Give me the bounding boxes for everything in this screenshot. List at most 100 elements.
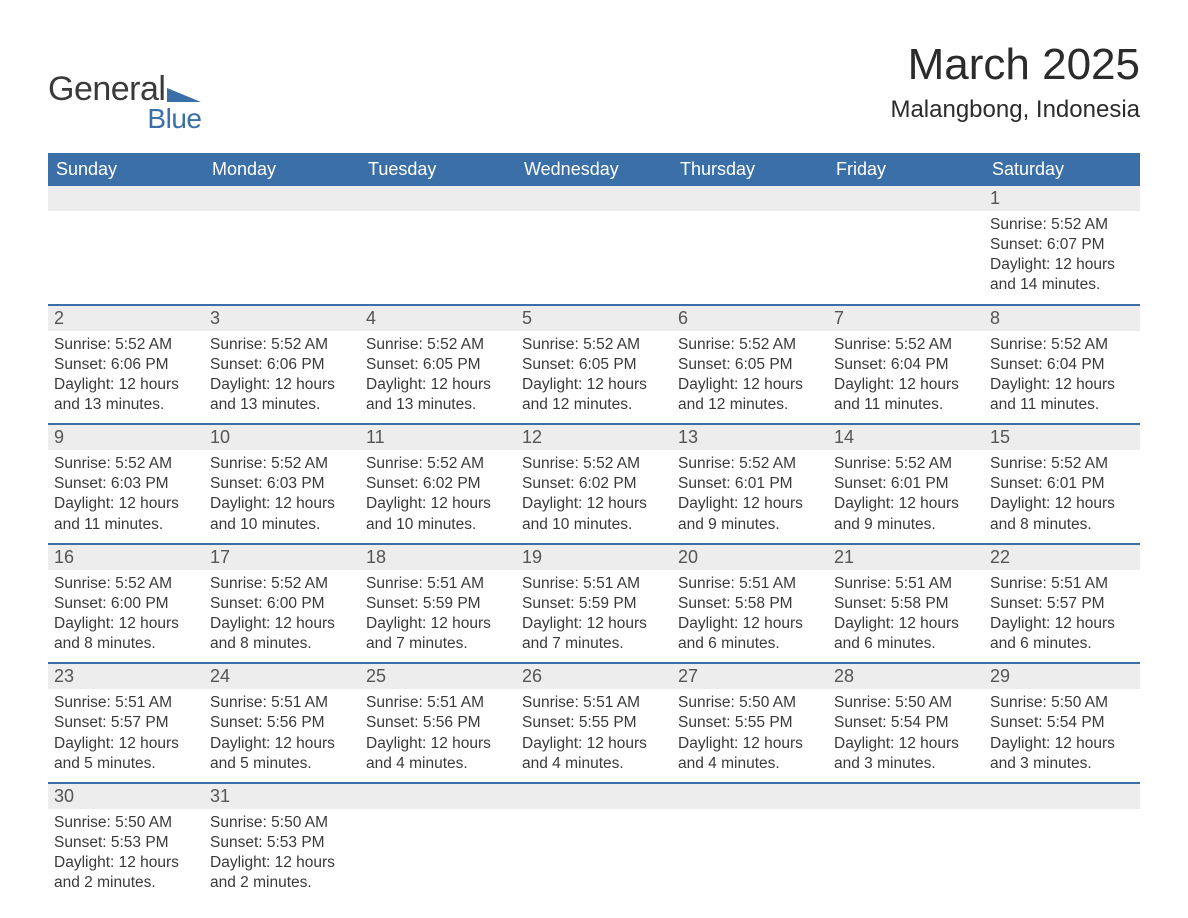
sunset-text: Sunset: 5:55 PM (522, 713, 666, 733)
day-number (516, 783, 672, 809)
sunset-text: Sunset: 6:03 PM (54, 474, 198, 494)
day-number: 16 (48, 544, 204, 570)
day-number (516, 186, 672, 211)
sunset-text: Sunset: 5:55 PM (678, 713, 822, 733)
day-number: 5 (516, 305, 672, 331)
sunset-text: Sunset: 5:53 PM (210, 833, 354, 853)
weekday-header: Monday (204, 153, 360, 186)
day-number: 12 (516, 424, 672, 450)
day-cell: Sunrise: 5:50 AMSunset: 5:53 PMDaylight:… (48, 809, 204, 902)
day-number: 27 (672, 663, 828, 689)
sunset-text: Sunset: 6:05 PM (522, 355, 666, 375)
sunset-text: Sunset: 6:01 PM (990, 474, 1134, 494)
day-cell: Sunrise: 5:51 AMSunset: 5:56 PMDaylight:… (204, 689, 360, 783)
sunset-text: Sunset: 5:57 PM (54, 713, 198, 733)
day-number-row: 3031 (48, 783, 1140, 809)
day-number: 6 (672, 305, 828, 331)
day-number: 11 (360, 424, 516, 450)
day-cell: Sunrise: 5:51 AMSunset: 5:57 PMDaylight:… (48, 689, 204, 783)
sunset-text: Sunset: 5:53 PM (54, 833, 198, 853)
day-number: 18 (360, 544, 516, 570)
day-number (672, 783, 828, 809)
sunset-text: Sunset: 6:02 PM (366, 474, 510, 494)
day-cell: Sunrise: 5:51 AMSunset: 5:57 PMDaylight:… (984, 570, 1140, 664)
daylight-text: Daylight: 12 hours and 4 minutes. (366, 734, 510, 774)
day-data-row: Sunrise: 5:52 AMSunset: 6:00 PM Daylight:… (48, 570, 1140, 664)
day-cell (672, 809, 828, 902)
sunrise-text: Sunrise: 5:51 AM (834, 574, 978, 594)
day-data-row: Sunrise: 5:52 AMSunset: 6:07 PMDaylight:… (48, 211, 1140, 305)
daylight-text: Daylight: 12 hours and 6 minutes. (990, 614, 1134, 654)
weekday-header: Wednesday (516, 153, 672, 186)
sunset-text: Sunset: 6:06 PM (210, 355, 354, 375)
sunrise-text: Sunrise: 5:50 AM (834, 693, 978, 713)
sunrise-text: Sunrise: 5:50 AM (210, 813, 354, 833)
sunrise-text: Sunrise: 5:52 AM (990, 215, 1134, 235)
sunrise-text: Sunrise: 5:52 AM (522, 454, 666, 474)
sunrise-text: Sunrise: 5:52 AM (834, 335, 978, 355)
sunrise-text: Sunrise: 5:52 AM (522, 335, 666, 355)
daylight-text: Daylight: 12 hours and 11 minutes. (54, 494, 198, 534)
sunset-text: Sunset: 5:58 PM (678, 594, 822, 614)
day-cell (672, 211, 828, 305)
sunset-text: Sunset: 6:07 PM (990, 235, 1134, 255)
daylight-text: Daylight: 12 hours and 3 minutes. (834, 734, 978, 774)
day-cell: Sunrise: 5:51 AMSunset: 5:56 PMDaylight:… (360, 689, 516, 783)
day-number: 9 (48, 424, 204, 450)
day-cell: Sunrise: 5:50 AMSunset: 5:54 PMDaylight:… (984, 689, 1140, 783)
sunset-text: Sunset: 5:59 PM (522, 594, 666, 614)
daylight-text: Daylight: 12 hours and 6 minutes. (678, 614, 822, 654)
sunset-text: Sunset: 6:04 PM (990, 355, 1134, 375)
day-number (360, 783, 516, 809)
day-cell: Sunrise: 5:52 AMSunset: 6:03 PMDaylight:… (48, 450, 204, 544)
day-cell (204, 211, 360, 305)
daylight-text: Daylight: 12 hours and 14 minutes. (990, 255, 1134, 295)
daylight-text: Daylight: 12 hours and 11 minutes. (990, 375, 1134, 415)
sunset-text: Sunset: 5:59 PM (366, 594, 510, 614)
sunset-text: Sunset: 6:04 PM (834, 355, 978, 375)
day-cell: Sunrise: 5:52 AMSunset: 6:00 PMDaylight:… (204, 570, 360, 664)
sunset-text: Sunset: 6:05 PM (366, 355, 510, 375)
weekday-header: Friday (828, 153, 984, 186)
sunset-text: Sunset: 5:56 PM (366, 713, 510, 733)
sunset-text: Sunset: 6:00 PM (210, 594, 354, 614)
day-number: 17 (204, 544, 360, 570)
sunrise-text: Sunrise: 5:51 AM (522, 693, 666, 713)
sunset-text: Sunset: 6:02 PM (522, 474, 666, 494)
day-cell: Sunrise: 5:51 AMSunset: 5:59 PMDaylight:… (360, 570, 516, 664)
sunset-text: Sunset: 5:58 PM (834, 594, 978, 614)
day-number (984, 783, 1140, 809)
day-number: 24 (204, 663, 360, 689)
day-number-row: 2345678 (48, 305, 1140, 331)
day-cell: Sunrise: 5:52 AMSunset: 6:03 PMDaylight:… (204, 450, 360, 544)
day-cell: Sunrise: 5:52 AMSunset: 6:05 PMDaylight:… (672, 331, 828, 425)
sunrise-text: Sunrise: 5:51 AM (366, 693, 510, 713)
sunset-text: Sunset: 5:54 PM (834, 713, 978, 733)
day-cell: Sunrise: 5:51 AMSunset: 5:55 PMDaylight:… (516, 689, 672, 783)
day-cell: Sunrise: 5:51 AMSunset: 5:59 PMDaylight:… (516, 570, 672, 664)
day-cell (516, 211, 672, 305)
day-number (828, 186, 984, 211)
weekday-header-row: SundayMondayTuesdayWednesdayThursdayFrid… (48, 153, 1140, 186)
daylight-text: Daylight: 12 hours and 4 minutes. (678, 734, 822, 774)
daylight-text: Daylight: 12 hours and 3 minutes. (990, 734, 1134, 774)
day-number: 23 (48, 663, 204, 689)
logo-triangle-icon (167, 82, 201, 102)
day-cell: Sunrise: 5:52 AMSunset: 6:07 PMDaylight:… (984, 211, 1140, 305)
day-number (360, 186, 516, 211)
day-cell: Sunrise: 5:52 AMSunset: 6:01 PMDaylight:… (672, 450, 828, 544)
day-number (828, 783, 984, 809)
sunrise-text: Sunrise: 5:51 AM (210, 693, 354, 713)
day-cell (828, 211, 984, 305)
day-number (48, 186, 204, 211)
day-cell: Sunrise: 5:52 AMSunset: 6:06 PMDaylight:… (48, 331, 204, 425)
location: Malangbong, Indonesia (890, 96, 1140, 124)
sunset-text: Sunset: 6:03 PM (210, 474, 354, 494)
day-cell: Sunrise: 5:50 AMSunset: 5:54 PMDaylight:… (828, 689, 984, 783)
day-number: 3 (204, 305, 360, 331)
day-cell (48, 211, 204, 305)
day-number: 1 (984, 186, 1140, 211)
weekday-header: Sunday (48, 153, 204, 186)
day-data-row: Sunrise: 5:50 AMSunset: 5:53 PMDaylight:… (48, 809, 1140, 902)
sunrise-text: Sunrise: 5:52 AM (210, 574, 354, 594)
